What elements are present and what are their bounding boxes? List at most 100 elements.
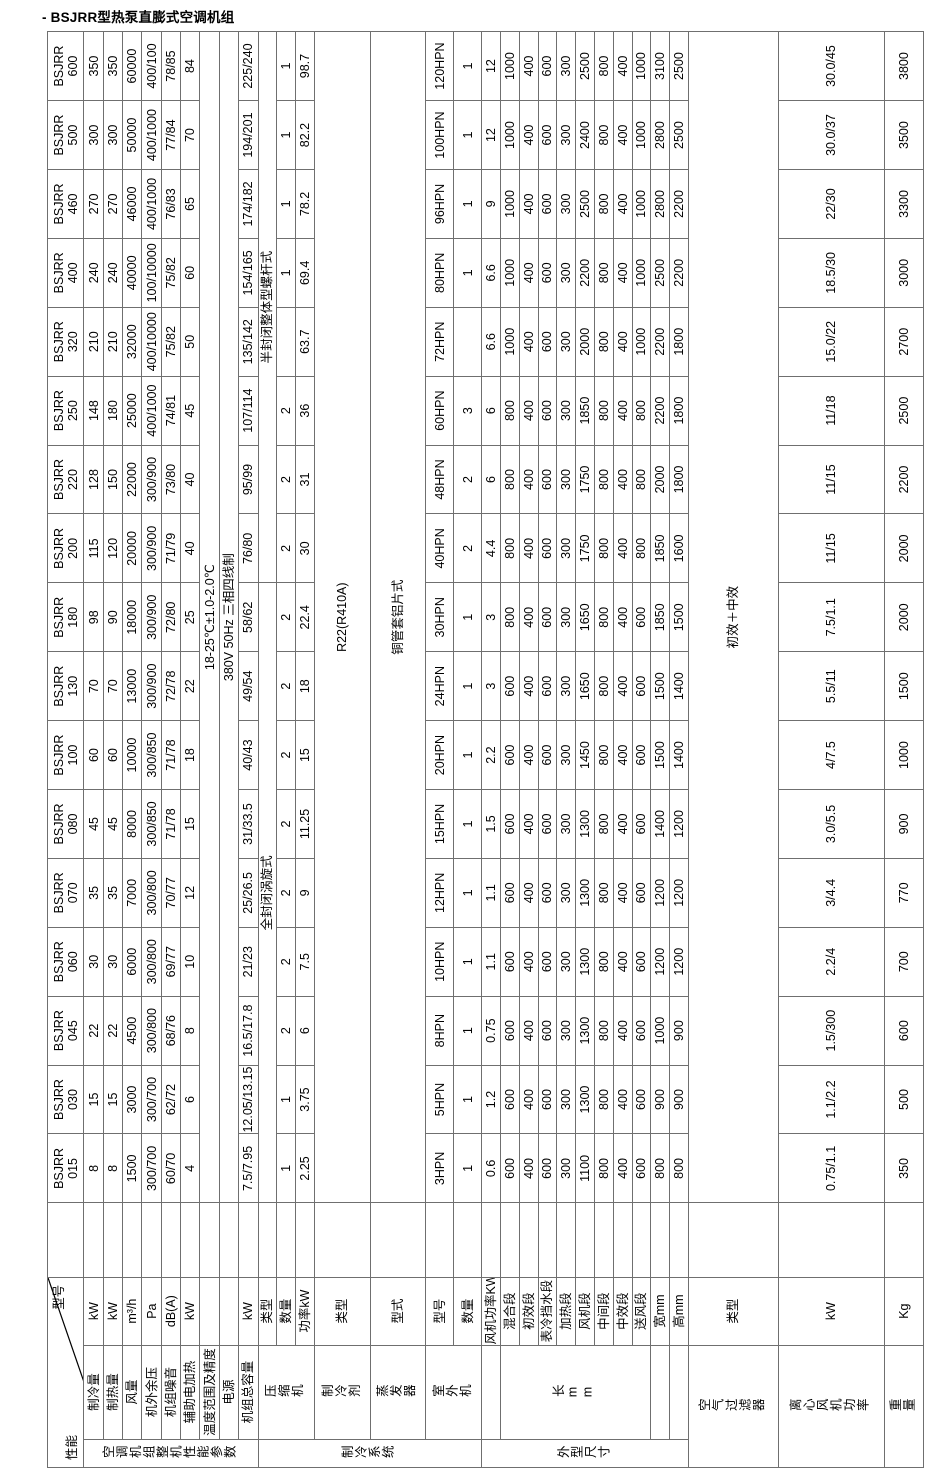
value-weight-0: 350 <box>884 1133 924 1203</box>
value-ext_static-10: 300/900 <box>141 445 162 514</box>
value-outdoor_model-0: 3HPN <box>425 1133 454 1203</box>
value-cooling-5: 45 <box>83 789 104 859</box>
value-height-7: 1400 <box>669 651 689 721</box>
value-noise-10: 73/80 <box>161 445 181 514</box>
value-aux_heat-12: 50 <box>180 307 200 377</box>
value-heating-0: 8 <box>103 1133 123 1203</box>
value-len_mix-7: 600 <box>500 651 520 721</box>
value-airflow-5: 8000 <box>122 789 142 859</box>
rowunit-total_cap: kW <box>238 1277 258 1346</box>
row-len_heat: 加热段 300 300 300 300 300 300 300 300 300 300 300 300 3… <box>556 31 576 1468</box>
model-series: BSJRR <box>51 252 66 294</box>
value-len_coil_drain-14: 600 <box>538 169 557 239</box>
rowunit-temp_range <box>199 1277 220 1346</box>
value-len_medium_eff-12: 400 <box>613 307 633 377</box>
value-len_mix-2: 600 <box>500 996 520 1066</box>
value-airflow-16: 60000 <box>122 31 142 101</box>
rowspacer-len_medium_eff <box>613 1202 633 1278</box>
value-len_middle-6: 800 <box>594 720 614 790</box>
value-ext_static-1: 300/700 <box>141 1065 162 1134</box>
value-len_middle-13: 800 <box>594 238 614 308</box>
value-outdoor_qty-16: 1 <box>453 31 482 101</box>
value-fan_power-3: 1.1 <box>481 927 501 997</box>
subgroup-air-filter-label: 空气过滤器 <box>697 1399 766 1414</box>
rowlabel-aux_heat: 辅助电加热 <box>180 1345 200 1440</box>
value-fan_power-5: 1.5 <box>481 789 501 859</box>
subgroup-outdoor-unit: 室外机 <box>425 1345 482 1440</box>
value-weight-7: 1500 <box>884 651 924 721</box>
value-noise-9: 71/79 <box>161 513 181 583</box>
subgroup-length: 长mm <box>500 1345 651 1440</box>
row-power: 电源 380V 50Hz 三相四线制 <box>219 31 239 1468</box>
value-ext_static-14: 400/1000 <box>141 169 162 239</box>
specification-table: 型号 性能 BSJRR 015 BSJRR 030 BSJRR 045 BSJRR 060 BSJR… <box>47 31 924 1468</box>
value-noise-15: 77/84 <box>161 100 181 170</box>
value-width-9: 1850 <box>650 513 670 583</box>
value-len_mix-16: 1000 <box>500 31 520 101</box>
value-cooling-0: 8 <box>83 1133 104 1203</box>
value-height-3: 1200 <box>669 927 689 997</box>
row-len_coil_drain: 表冷挡水段 600 600 600 600 600 600 600 600 600 600 600 60… <box>538 31 557 1468</box>
value-weight-13: 3000 <box>884 238 924 308</box>
value-len_heat-11: 300 <box>556 376 576 446</box>
value-comp_qty-3: 2 <box>276 927 296 997</box>
value-airflow-11: 25000 <box>122 376 142 446</box>
model-size: 460 <box>65 193 80 215</box>
value-len_medium_eff-9: 400 <box>613 513 633 583</box>
rowlabel-len_medium_eff: 中效段 <box>613 1277 633 1346</box>
value-width-14: 2800 <box>650 169 670 239</box>
page-title: - BSJRR型热泵直膨式空调机组 <box>42 10 235 25</box>
value-total_cap-6: 40/43 <box>238 720 258 790</box>
value-cooling-16: 350 <box>83 31 104 101</box>
rowspacer-len_coil_drain <box>538 1202 557 1278</box>
value-fan_power-11: 6 <box>481 376 501 446</box>
value-aux_heat-14: 65 <box>180 169 200 239</box>
model-series: BSJRR <box>51 183 66 225</box>
value-weight-11: 2500 <box>884 376 924 446</box>
rowspacer-evap_type <box>370 1202 426 1278</box>
value-fan_kw-16: 30.0/45 <box>778 31 885 101</box>
value-len_primary-13: 400 <box>519 238 539 308</box>
value-ext_static-12: 400/10000 <box>141 307 162 377</box>
value-ext_static-2: 300/800 <box>141 996 162 1066</box>
row-len_fan: 风机段 1100 1300 1300 1300 1300 1300 1450 1650 1650 1… <box>575 31 595 1468</box>
value-fan_kw-2: 1.5/300 <box>778 996 885 1066</box>
rowunit-refrigerant_type: 类型 <box>314 1277 371 1346</box>
value-outdoor_qty-6: 1 <box>453 720 482 790</box>
value-len_heat-1: 300 <box>556 1065 576 1134</box>
rowspacer-fan_power <box>481 1202 501 1278</box>
value-len_fan-8: 1650 <box>575 582 595 652</box>
value-airflow-2: 4500 <box>122 996 142 1066</box>
value-outdoor_qty-1: 1 <box>453 1065 482 1134</box>
rowspacer-fan_kw <box>778 1202 885 1278</box>
model-size: 100 <box>65 744 80 766</box>
value-len_supply-16: 1000 <box>632 31 651 101</box>
value-len_supply-1: 600 <box>632 1065 651 1134</box>
value-height-16: 2500 <box>669 31 689 101</box>
model-header-4: BSJRR 070 <box>47 858 84 928</box>
value-noise-4: 70/77 <box>161 858 181 928</box>
value-len_primary-7: 400 <box>519 651 539 721</box>
value-outdoor_qty-7: 1 <box>453 651 482 721</box>
value-comp_power-8: 22.4 <box>295 582 315 652</box>
rowspacer-len_supply <box>632 1202 651 1278</box>
rowlabel-power: 电源 <box>219 1345 239 1440</box>
row-cooling: 空调机组整机性能参数 制冷量 kW 8 15 22 30 35 45 60 70 98 115 128 14… <box>83 31 258 1468</box>
model-header-14: BSJRR 460 <box>47 169 84 239</box>
value-airflow-15: 50000 <box>122 100 142 170</box>
value-width-0: 800 <box>650 1133 670 1203</box>
value-total_cap-15: 194/201 <box>238 100 258 170</box>
model-size: 080 <box>65 813 80 835</box>
value-len_medium_eff-13: 400 <box>613 238 633 308</box>
value-len_supply-15: 1000 <box>632 100 651 170</box>
value-noise-8: 72/80 <box>161 582 181 652</box>
value-aux_heat-1: 6 <box>180 1065 200 1134</box>
value-comp_qty-4: 2 <box>276 858 296 928</box>
value-heating-5: 45 <box>103 789 123 859</box>
row-len_medium_eff: 中效段 400 400 400 400 400 400 400 400 400 400 400 400 4… <box>613 31 633 1468</box>
value-height-15: 2500 <box>669 100 689 170</box>
value-len_coil_drain-12: 600 <box>538 307 557 377</box>
value-len_heat-7: 300 <box>556 651 576 721</box>
subgroup-centrifugal-fan-power-label: 离心风机功率 <box>789 1399 871 1414</box>
value-comp_power-2: 6 <box>295 996 315 1066</box>
